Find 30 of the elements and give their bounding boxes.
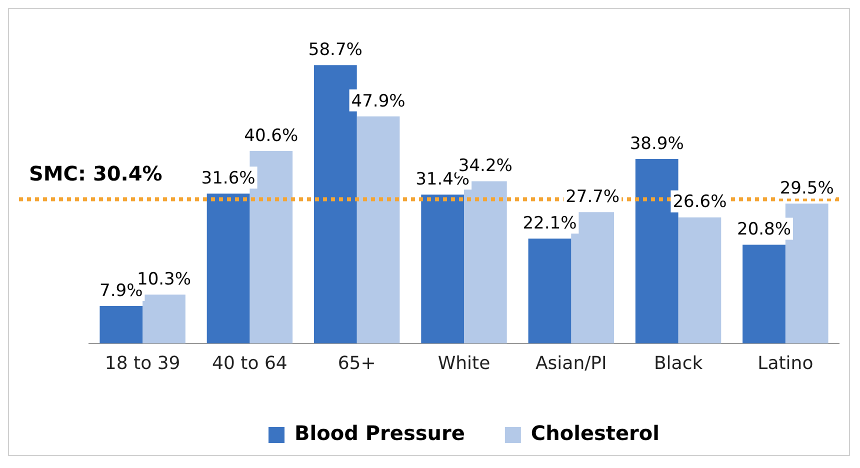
ref-line-label: SMC: 30.4%	[29, 162, 162, 186]
x-tick-label: 18 to 39	[104, 352, 180, 374]
bar	[742, 244, 786, 344]
data-label: 10.3%	[136, 270, 192, 290]
data-label: 20.8%	[736, 220, 792, 240]
bar	[421, 194, 464, 344]
data-label: 38.9%	[630, 134, 684, 154]
data-label: 29.5%	[780, 178, 834, 198]
data-label: 58.7%	[308, 40, 362, 60]
data-label: 27.7%	[566, 187, 620, 208]
legend-label: Blood Pressure	[294, 421, 465, 446]
x-tick-label: 65+	[338, 352, 376, 374]
data-label: 22.1%	[522, 214, 577, 234]
bar	[206, 194, 250, 344]
legend-label: Cholesterol	[530, 421, 660, 446]
bar	[142, 294, 186, 344]
data-label: 47.9%	[351, 91, 406, 112]
bar	[356, 116, 400, 344]
x-tick-label: Black	[654, 352, 704, 374]
data-label: 26.6%	[672, 192, 727, 212]
data-label: 40.6%	[244, 126, 298, 146]
x-tick-label: 40 to 64	[212, 352, 288, 374]
data-label: 31.6%	[201, 168, 256, 189]
x-tick-label: Latino	[758, 352, 814, 374]
bar	[100, 306, 143, 344]
bar	[678, 217, 722, 344]
data-label: 34.2%	[458, 156, 512, 176]
x-tick-label: White	[438, 352, 490, 374]
bar	[528, 238, 572, 344]
x-tick-label: Asian/PI	[535, 352, 607, 374]
